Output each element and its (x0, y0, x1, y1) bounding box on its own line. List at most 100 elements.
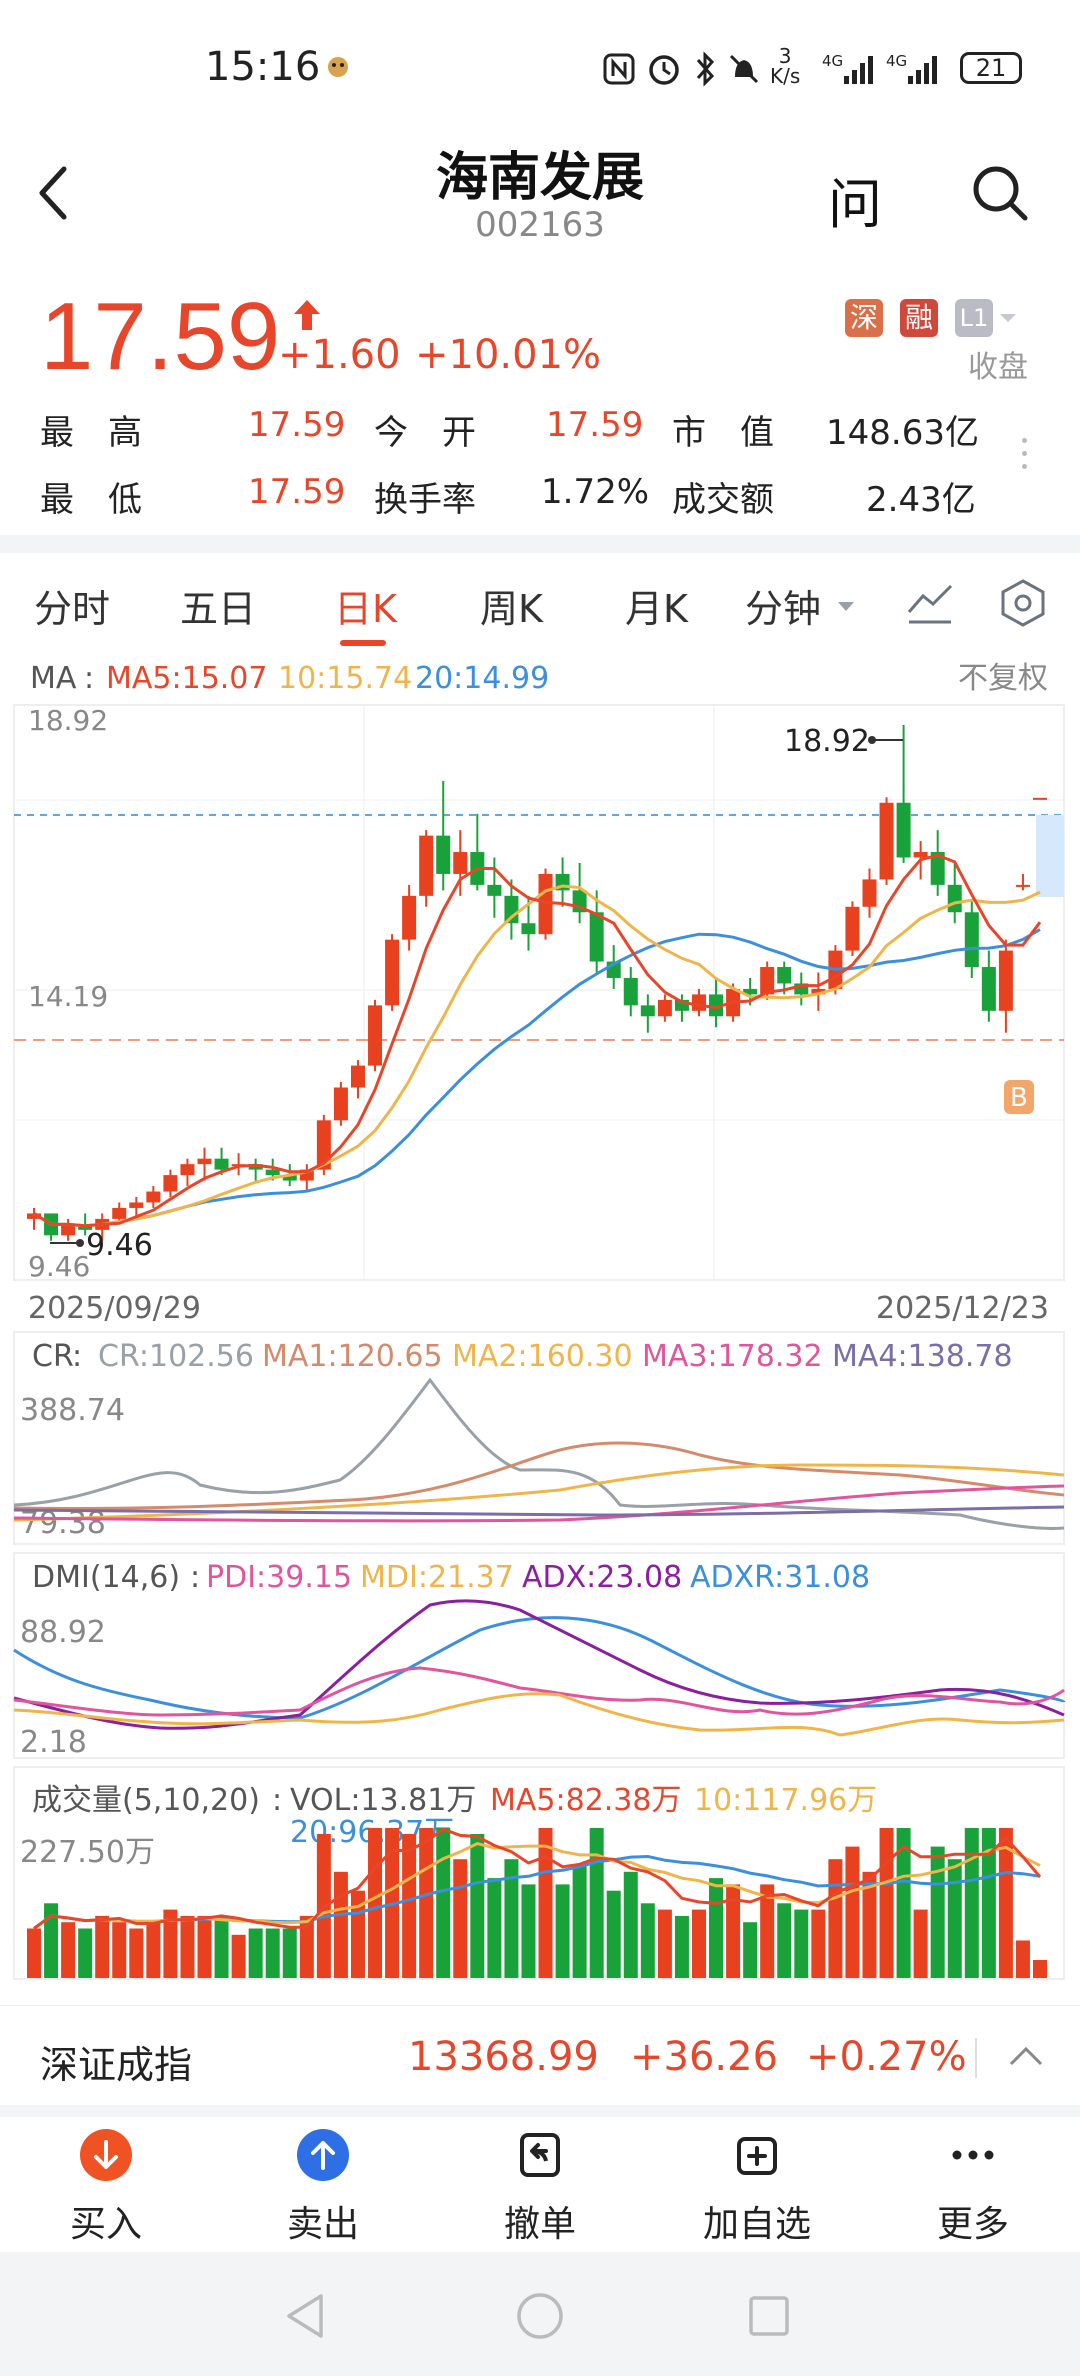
candle (589, 912, 604, 962)
volume-bar (862, 1871, 877, 1978)
quote-open-label: 今 开 (374, 413, 476, 453)
chevron-up-icon[interactable] (1008, 2044, 1044, 2068)
volume-bar (180, 1915, 195, 1978)
candle (333, 1087, 348, 1121)
candle (299, 1169, 314, 1181)
volume-bar (845, 1846, 860, 1978)
chevron-down-icon[interactable] (997, 310, 1019, 326)
volume-bar (811, 1909, 826, 1978)
more-quote-dots[interactable] (1022, 438, 1028, 477)
sell-button[interactable]: 卖出 (253, 2117, 393, 2247)
dmi-mdi: MDI:21.37 (360, 1560, 514, 1595)
volume-bar (947, 1859, 962, 1978)
notification-icon (328, 57, 348, 77)
cancel-order-button[interactable]: 撤单 (470, 2117, 610, 2247)
vol-y-top: 227.50万 (20, 1835, 155, 1870)
dmi-adxr: ADXR:31.08 (690, 1560, 870, 1595)
stock-name: 海南发展 (435, 148, 644, 208)
quote-low-value: 17.59 (248, 472, 346, 512)
dmi-pdi: PDI:39.15 (206, 1560, 352, 1595)
quote-turnover-value: 1.72% (541, 472, 650, 512)
volume-bar (555, 1884, 570, 1978)
ma5-legend: MA5:15.07 (106, 661, 267, 696)
quote-low-label: 最 低 (40, 480, 142, 520)
candle (862, 879, 877, 907)
nav-home-icon[interactable] (516, 2292, 564, 2340)
draw-line-icon[interactable] (905, 578, 955, 628)
section-divider (0, 535, 1080, 553)
clock: 15:16 (205, 44, 321, 90)
index-change-pct: +0.27% (806, 2034, 967, 2080)
candle (265, 1169, 280, 1176)
tab-five-day[interactable]: 五日 (180, 587, 257, 631)
tab-timeshare[interactable]: 分时 (34, 587, 111, 631)
index-ticker[interactable]: 深证成指 13368.99 +36.26 +0.27% (0, 2005, 1080, 2105)
volume-bar (1033, 1960, 1047, 1978)
volume-bars (27, 1828, 1047, 1978)
nav-recents-icon[interactable] (747, 2294, 791, 2338)
index-name: 深证成指 (40, 2043, 193, 2087)
status-bar: 15:16 3 K/s 4G 4G 21 (0, 0, 1080, 130)
more-dots-icon (952, 2150, 994, 2160)
candle (623, 977, 638, 1006)
candle (947, 884, 962, 913)
dmi-pdi-line (13, 1666, 1065, 1717)
nav-back-icon[interactable] (283, 2292, 327, 2340)
tab-monthly-k[interactable]: 月K (625, 587, 688, 631)
candle (419, 835, 434, 896)
more-button[interactable]: 更多 (903, 2117, 1043, 2247)
candle (129, 1202, 144, 1208)
candle (794, 983, 809, 995)
level-badge[interactable]: L1 (955, 299, 993, 337)
action-bar: 买入 卖出 撤单 加自选 更多 (0, 2117, 1080, 2252)
index-divider (975, 2038, 977, 2078)
svg-text:4G: 4G (822, 52, 843, 70)
volume-bar (248, 1928, 263, 1978)
svg-text::: : (72, 1339, 82, 1374)
volume-bar (299, 1915, 314, 1978)
kline-chart[interactable]: MA : MA5:15.07 10:15.74 20:14.99 不复权 18.… (0, 650, 1080, 1980)
candle (1015, 884, 1030, 887)
search-icon[interactable] (970, 163, 1030, 223)
adjust-toggle[interactable]: 不复权 (958, 661, 1048, 696)
signal-icon-2: 4G (886, 52, 937, 84)
cr-ma1: MA1:120.65 (262, 1339, 443, 1374)
volume-bar (998, 1828, 1013, 1978)
candle (930, 852, 945, 885)
volume-bar (44, 1903, 59, 1978)
add-watchlist-button[interactable]: 加自选 (687, 2117, 827, 2247)
tab-weekly-k[interactable]: 周K (480, 587, 543, 631)
candle (316, 1120, 331, 1170)
date-end: 2025/12/23 (876, 1291, 1049, 1326)
cr-ma1-line (13, 1441, 1065, 1510)
candle (845, 906, 860, 951)
quote-mktcap-label: 市 值 (672, 413, 774, 453)
buy-marker[interactable] (1004, 1080, 1034, 1114)
chevron-down-icon[interactable] (836, 600, 856, 614)
settings-hex-icon[interactable] (998, 578, 1048, 628)
volume-bar (214, 1915, 229, 1978)
volume-bar (78, 1928, 93, 1978)
cr-ma4: MA4:138.78 (832, 1339, 1013, 1374)
alarm-icon (649, 55, 679, 85)
volume-bar (129, 1928, 144, 1978)
volume-bar (402, 1834, 417, 1978)
candle (163, 1175, 178, 1192)
mute-icon (729, 54, 759, 84)
ma20-legend: 20:14.99 (415, 661, 549, 696)
tab-minute[interactable]: 分钟 (745, 587, 822, 631)
ask-button[interactable]: 问 (828, 173, 882, 236)
volume-bar (95, 1915, 110, 1978)
buy-button[interactable]: 买入 (36, 2117, 176, 2247)
vol-ma5: MA5:82.38万 (490, 1783, 681, 1818)
ma5-line (33, 853, 1042, 1228)
volume-bar (674, 1915, 689, 1978)
dmi-title: DMI(14,6) (32, 1560, 180, 1595)
vol-title: 成交量(5,10,20) (32, 1783, 260, 1818)
section-divider (0, 2105, 1080, 2117)
tab-daily-k[interactable]: 日K (334, 587, 397, 631)
volume-bar (794, 1909, 809, 1978)
kline-y-mid: 14.19 (28, 980, 108, 1013)
back-arrow-icon[interactable] (34, 163, 74, 223)
quote-amount-value: 2.43亿 (866, 480, 976, 520)
